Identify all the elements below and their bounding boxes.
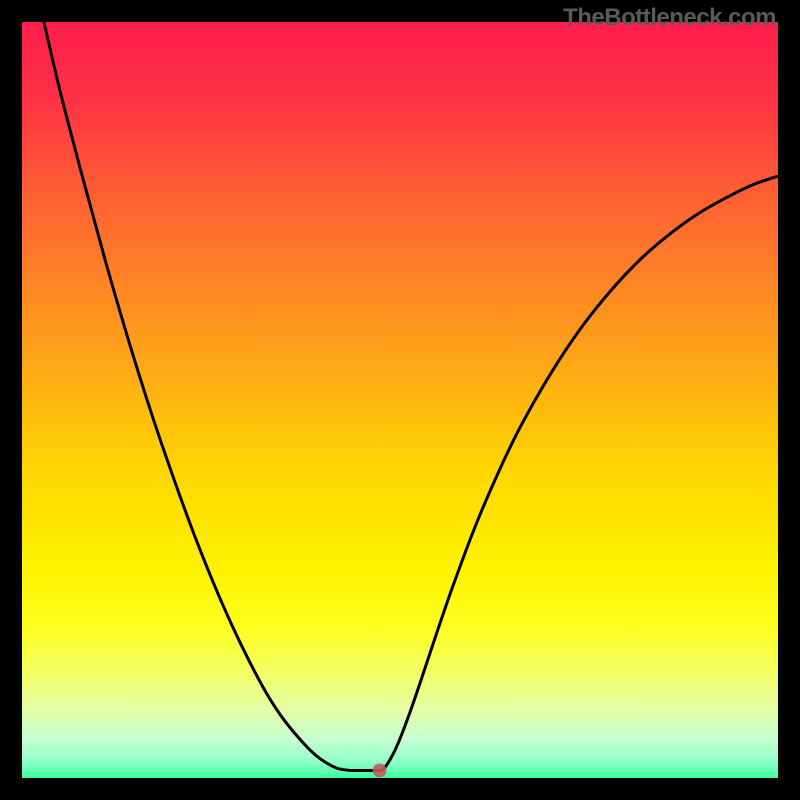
optimal-point-marker	[373, 763, 387, 777]
plot-background	[22, 22, 778, 778]
bottleneck-chart	[0, 0, 800, 800]
watermark-text: TheBottleneck.com	[563, 4, 776, 32]
chart-container: TheBottleneck.com	[0, 0, 800, 800]
